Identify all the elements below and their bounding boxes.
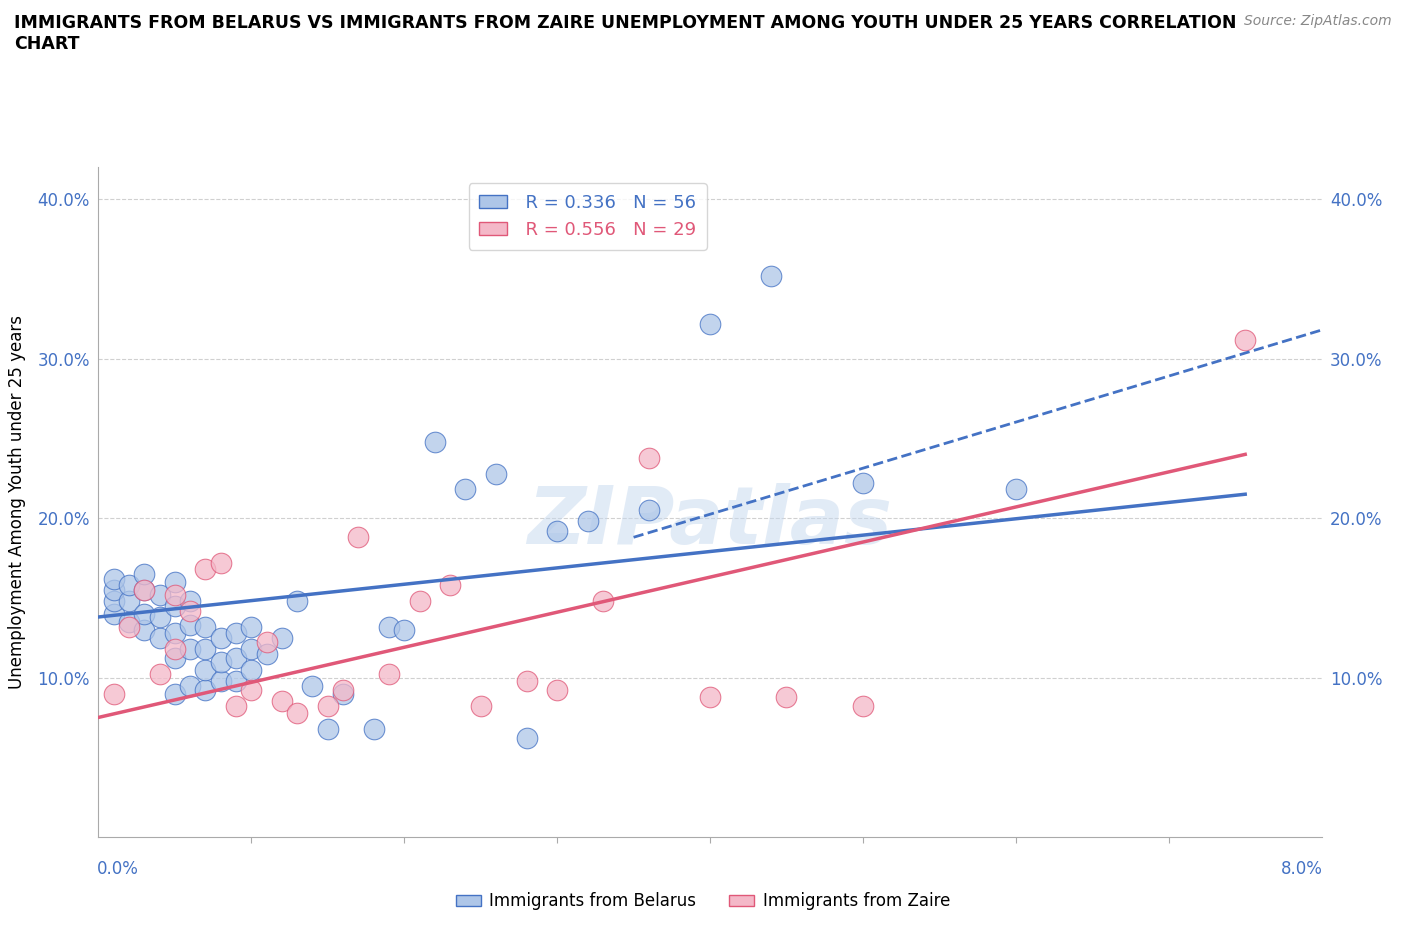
Point [347, 530, 370, 545]
Point [516, 673, 538, 688]
Point [546, 524, 568, 538]
Point [439, 578, 461, 592]
Legend:   R = 0.336   N = 56,   R = 0.556   N = 29: R = 0.336 N = 56, R = 0.556 N = 29 [468, 183, 707, 250]
Point [301, 678, 323, 693]
Point [576, 514, 599, 529]
Text: ZIPatlas: ZIPatlas [527, 484, 893, 562]
Y-axis label: Unemployment Among Youth under 25 years: Unemployment Among Youth under 25 years [8, 315, 27, 689]
Text: 0.0%: 0.0% [97, 860, 139, 879]
Point [179, 593, 201, 608]
Point [270, 694, 294, 709]
Point [1004, 482, 1026, 497]
Point [179, 604, 201, 618]
Point [103, 686, 125, 701]
Point [285, 705, 308, 720]
Point [225, 651, 247, 666]
Point [408, 593, 430, 608]
Text: Source: ZipAtlas.com: Source: ZipAtlas.com [1244, 14, 1392, 28]
Point [149, 587, 172, 602]
Point [194, 562, 217, 577]
Point [149, 667, 172, 682]
Point [592, 593, 614, 608]
Point [103, 582, 125, 597]
Point [163, 651, 186, 666]
Point [454, 482, 477, 497]
Point [225, 673, 247, 688]
Point [316, 698, 339, 713]
Point [134, 566, 156, 581]
Point [118, 593, 141, 608]
Point [134, 622, 156, 637]
Point [194, 662, 217, 677]
Point [240, 642, 263, 657]
Point [423, 434, 446, 449]
Point [118, 619, 141, 634]
Point [118, 615, 141, 630]
Point [149, 609, 172, 624]
Text: 8.0%: 8.0% [1281, 860, 1323, 879]
Point [194, 619, 217, 634]
Point [316, 721, 339, 736]
Point [134, 582, 156, 597]
Point [134, 582, 156, 597]
Point [163, 587, 186, 602]
Point [103, 606, 125, 621]
Point [332, 686, 354, 701]
Point [163, 598, 186, 613]
Point [852, 698, 875, 713]
Point [270, 631, 294, 645]
Point [637, 450, 661, 465]
Point [103, 571, 125, 586]
Legend: Immigrants from Belarus, Immigrants from Zaire: Immigrants from Belarus, Immigrants from… [449, 885, 957, 917]
Point [256, 635, 278, 650]
Point [209, 654, 232, 669]
Point [392, 622, 416, 637]
Point [240, 662, 263, 677]
Point [699, 689, 721, 704]
Point [240, 683, 263, 698]
Point [209, 631, 232, 645]
Point [209, 555, 232, 570]
Point [1234, 332, 1257, 347]
Point [225, 626, 247, 641]
Point [759, 269, 782, 284]
Point [163, 686, 186, 701]
Text: IMMIGRANTS FROM BELARUS VS IMMIGRANTS FROM ZAIRE UNEMPLOYMENT AMONG YOUTH UNDER : IMMIGRANTS FROM BELARUS VS IMMIGRANTS FR… [14, 14, 1236, 32]
Point [516, 731, 538, 746]
Point [179, 678, 201, 693]
Point [163, 626, 186, 641]
Text: CHART: CHART [14, 35, 80, 53]
Point [225, 698, 247, 713]
Point [134, 606, 156, 621]
Point [470, 698, 492, 713]
Point [149, 631, 172, 645]
Point [378, 667, 401, 682]
Point [775, 689, 797, 704]
Point [163, 575, 186, 590]
Point [332, 683, 354, 698]
Point [378, 619, 401, 634]
Point [103, 593, 125, 608]
Point [285, 593, 308, 608]
Point [637, 503, 661, 518]
Point [363, 721, 385, 736]
Point [240, 619, 263, 634]
Point [163, 642, 186, 657]
Point [179, 618, 201, 632]
Point [256, 646, 278, 661]
Point [546, 683, 568, 698]
Point [699, 316, 721, 331]
Point [485, 466, 508, 481]
Point [852, 475, 875, 490]
Point [194, 642, 217, 657]
Point [209, 673, 232, 688]
Point [179, 642, 201, 657]
Point [118, 578, 141, 592]
Point [194, 683, 217, 698]
